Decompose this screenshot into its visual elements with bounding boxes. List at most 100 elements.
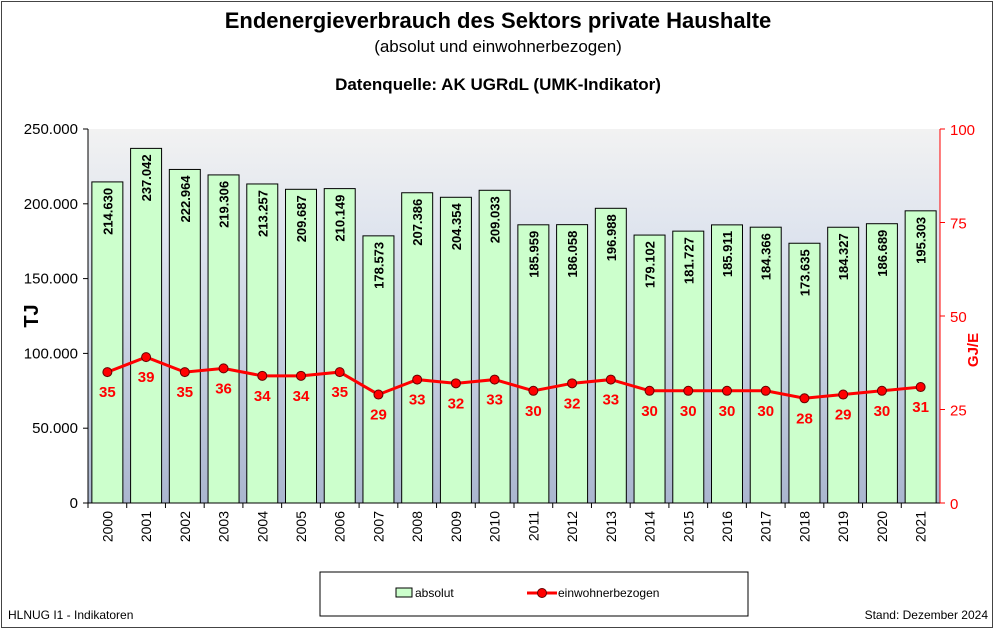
y-left-tick-100.000: 100.000	[24, 345, 78, 362]
point-label-2002: 35	[176, 384, 193, 401]
x-tick-2001: 2001	[138, 511, 154, 542]
point-label-2011: 30	[525, 403, 542, 420]
x-tick-2014: 2014	[642, 511, 658, 542]
x-tick-2005: 2005	[293, 511, 309, 542]
chart-subtitle: (absolut und einwohnerbezogen)	[374, 37, 622, 56]
bar-label-2003: 219.306	[217, 181, 232, 228]
point-2012	[567, 378, 578, 389]
bar-label-2007: 178.573	[371, 242, 386, 289]
point-2004	[257, 370, 268, 381]
point-label-2005: 34	[293, 388, 310, 405]
bar-2003	[207, 174, 240, 504]
point-2005	[296, 370, 306, 381]
bar-label-2009: 204.354	[449, 203, 464, 251]
bar-2010	[478, 189, 511, 504]
y-right-label: GJ/E	[965, 333, 982, 367]
bar-label-2011: 185.959	[526, 231, 541, 278]
point-2014	[644, 385, 655, 396]
bar-2017	[749, 226, 782, 504]
bar-label-2015: 181.727	[681, 237, 696, 284]
x-tick-2016: 2016	[719, 511, 735, 542]
y-left-tick-50.000: 50.000	[32, 420, 78, 437]
point-2002	[179, 367, 190, 378]
line-einwohnerbezogen	[106, 355, 921, 400]
bar-2002	[168, 168, 201, 504]
point-2000	[102, 367, 113, 378]
bar-2014	[633, 234, 666, 504]
x-tick-2018: 2018	[796, 511, 812, 542]
bar-label-2020: 186.689	[875, 230, 890, 277]
point-label-2014: 30	[641, 403, 658, 420]
legend-absolut: absolut	[415, 586, 454, 600]
bar-label-2012: 186.058	[565, 231, 580, 278]
x-tick-2008: 2008	[409, 511, 425, 542]
y-right-tick-25: 25	[950, 403, 967, 420]
point-2003	[218, 363, 229, 374]
y-left-label: TJ	[21, 304, 43, 327]
bar-2009	[439, 196, 472, 504]
point-2011	[528, 385, 539, 396]
bar-2008	[401, 192, 434, 504]
bar-label-2017: 184.366	[759, 233, 774, 280]
bar-label-2005: 209.687	[294, 195, 309, 242]
point-label-2001: 39	[138, 369, 155, 386]
x-tick-2003: 2003	[216, 511, 232, 542]
point-label-2008: 33	[409, 392, 426, 409]
point-2013	[605, 374, 616, 385]
point-2021	[915, 382, 926, 393]
data-source: Datenquelle: AK UGRdL (UMK-Indikator)	[335, 75, 661, 94]
point-label-2019: 29	[835, 407, 852, 424]
bar-label-2010: 209.033	[488, 196, 503, 243]
y-left-tick-200.000: 200.000	[24, 196, 78, 213]
x-tick-2004: 2004	[254, 511, 270, 542]
point-label-2013: 33	[602, 392, 619, 409]
x-tick-2013: 2013	[603, 511, 619, 542]
x-tick-2015: 2015	[680, 511, 696, 542]
point-label-2006: 35	[331, 384, 348, 401]
x-tick-2006: 2006	[332, 511, 348, 542]
bar-2000	[91, 181, 124, 504]
bar-label-2008: 207.386	[410, 199, 425, 246]
x-tick-2011: 2011	[525, 511, 541, 541]
x-tick-2020: 2020	[874, 511, 890, 542]
bar-label-2018: 173.635	[797, 249, 812, 296]
point-label-2003: 36	[215, 380, 232, 397]
bar-2020	[865, 223, 898, 504]
point-label-2012: 32	[564, 395, 581, 412]
x-tick-2010: 2010	[487, 511, 503, 542]
y-right-tick-100: 100	[950, 122, 975, 139]
bar-2012	[556, 224, 589, 504]
point-label-2021: 31	[912, 399, 929, 416]
point-label-2018: 28	[796, 410, 813, 427]
y-right-tick-50: 50	[950, 309, 967, 326]
y-right-tick-0: 0	[950, 496, 958, 513]
point-2020	[876, 385, 887, 396]
bar-2001	[130, 147, 163, 504]
footer-left: HLNUG I1 - Indikatoren	[8, 608, 134, 622]
point-label-2007: 29	[370, 407, 387, 424]
point-2007	[373, 389, 384, 400]
point-2015	[683, 385, 694, 396]
bar-label-2006: 210.149	[333, 195, 348, 242]
point-label-2020: 30	[874, 403, 891, 420]
chart-title: Endenergieverbrauch des Sektors private …	[224, 8, 772, 33]
bar-2015	[672, 230, 705, 504]
y-right-tick-75: 75	[950, 216, 967, 233]
x-tick-2009: 2009	[448, 511, 464, 542]
bar-label-2021: 195.303	[914, 217, 929, 264]
point-label-2015: 30	[680, 403, 697, 420]
bar-label-2014: 179.102	[643, 241, 658, 288]
point-2017	[760, 385, 771, 396]
bar-label-2004: 213.257	[255, 190, 270, 237]
point-2008	[412, 374, 423, 385]
y-left-tick-150.000: 150.000	[24, 271, 78, 288]
bar-label-2013: 196.988	[604, 214, 619, 261]
point-label-2010: 33	[486, 392, 503, 409]
point-2001	[141, 352, 152, 363]
legend-einwohnerbezogen: einwohnerbezogen	[558, 586, 659, 600]
point-label-2000: 35	[99, 384, 116, 401]
point-2018	[799, 393, 810, 404]
y-left-tick-0: 0	[70, 495, 78, 512]
